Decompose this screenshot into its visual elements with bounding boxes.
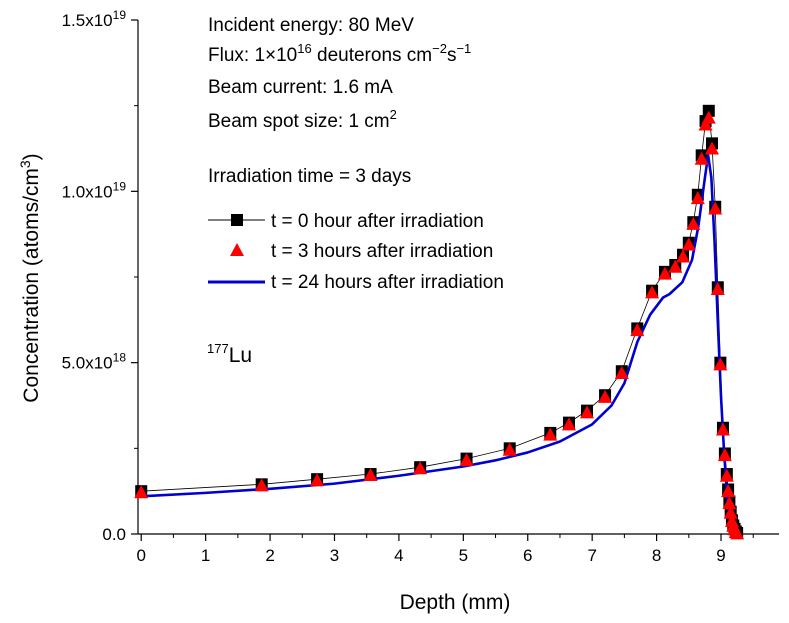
- series-t3-point: [598, 389, 613, 403]
- annotation-current: Beam current: 1.6 mA: [208, 77, 393, 98]
- series-t3-point: [561, 417, 576, 431]
- series-t3-point: [698, 117, 713, 131]
- series-t3-point: [543, 427, 558, 441]
- y-tick-label: 0.0: [102, 525, 126, 544]
- series-t3-point: [710, 281, 725, 295]
- x-tick-label: 8: [652, 546, 661, 565]
- x-axis-title: Depth (mm): [400, 591, 511, 614]
- series-t3-point: [413, 461, 428, 475]
- series-t3-point: [708, 201, 723, 215]
- legend-marker-triangle: [230, 243, 244, 256]
- x-tick-label: 9: [716, 546, 725, 565]
- series-t3-point: [686, 216, 701, 230]
- x-tick-label: 3: [330, 546, 339, 565]
- y-tick-label: 1.0x1019: [62, 179, 127, 201]
- legend-label-t24: t = 24 hours after irradiation: [271, 272, 504, 293]
- series-layer: [134, 104, 745, 540]
- series-t3-point: [723, 505, 738, 519]
- x-tick-label: 7: [587, 546, 596, 565]
- legend-label-t0: t = 0 hour after irradiation: [271, 211, 484, 232]
- series-t3-point: [701, 110, 716, 124]
- series-t3-point: [713, 357, 728, 371]
- x-tick-label: 6: [523, 546, 532, 565]
- x-tick-label: 2: [265, 546, 274, 565]
- series-t3-point: [614, 365, 629, 379]
- series-t3-point: [730, 526, 745, 540]
- series-t3-point: [668, 259, 683, 273]
- x-tick-label: 4: [394, 546, 403, 565]
- annotations: Incident energy: 80 MeV Flux: 1×1016 deu…: [207, 15, 471, 367]
- series-t3-point: [681, 237, 696, 251]
- series-t3-point: [717, 448, 732, 462]
- series-t3-point: [722, 496, 737, 510]
- y-axis-title: Concentration (atoms/cm3): [17, 153, 43, 402]
- series-t3-point: [580, 405, 595, 419]
- legend-label-t3: t = 3 hours after irradiation: [271, 241, 493, 262]
- series-t3-point: [715, 422, 730, 436]
- tick-marks: [131, 19, 754, 541]
- annotation-isotope: 177Lu: [207, 341, 252, 367]
- series-t3-point: [363, 468, 378, 482]
- x-tick-label: 5: [459, 546, 468, 565]
- y-tick-label: 1.5x1019: [62, 8, 127, 30]
- series-t3-point: [657, 266, 672, 280]
- legend: t = 0 hour after irradiation t = 3 hours…: [208, 211, 504, 293]
- annotation-spot-size: Beam spot size: 1 cm2: [208, 107, 397, 132]
- y-tick-label: 5.0x1018: [62, 351, 127, 373]
- series-t3-point: [134, 485, 149, 499]
- series-t3-point: [719, 468, 734, 482]
- annotation-irradiation-time: Irradiation time = 3 days: [208, 166, 411, 187]
- series-t3-point: [645, 285, 660, 299]
- x-tick-label: 1: [201, 546, 210, 565]
- series-t3-point: [721, 484, 736, 498]
- series-t3-point: [676, 249, 691, 263]
- x-tick-label: 0: [136, 546, 145, 565]
- series-t3-point: [630, 323, 645, 337]
- series-t3-point: [502, 442, 517, 456]
- series-t3-point: [254, 478, 269, 492]
- legend-marker-square: [231, 214, 243, 226]
- series-t3-point: [459, 452, 474, 466]
- series-t24: [141, 154, 738, 535]
- series-t3-point: [690, 191, 705, 205]
- annotation-energy: Incident energy: 80 MeV: [208, 15, 414, 36]
- series-t3: [134, 110, 745, 540]
- tick-labels: 0 1 2 3 4 5 6 7 8 9 0.0 5.0x1018 1.0x1019 1.5x1019: [62, 8, 726, 565]
- series-t3-point: [694, 151, 709, 165]
- series-t24-line: [141, 154, 738, 535]
- series-t3-point: [705, 141, 720, 155]
- series-t3-point: [310, 473, 325, 487]
- annotation-flux: Flux: 1×1016 deuterons cm−2s−1: [208, 41, 471, 66]
